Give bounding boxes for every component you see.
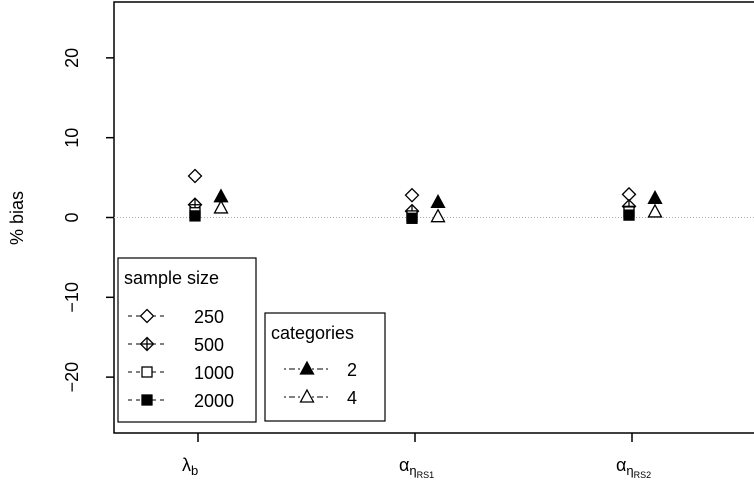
data-point-diamond-open: [187, 168, 203, 184]
y-tick-label: −20: [62, 362, 82, 393]
legend-entry-label: 4: [347, 388, 357, 408]
legend-marker-square-filled: [141, 394, 153, 406]
x-tick-label-sub: η: [626, 463, 633, 478]
data-point-triangle-open: [430, 208, 446, 223]
y-axis: −20 −10 0 10 20: [62, 48, 114, 393]
legend-entry-label: 1000: [194, 363, 234, 383]
y-tick-label: −10: [62, 282, 82, 313]
y-tick-label: 20: [62, 48, 82, 68]
data-point-diamond-open: [621, 186, 637, 202]
x-tick-label: αηRS2: [616, 455, 651, 480]
x-tick-label-main: α: [399, 455, 409, 475]
legend-sample-size: sample size 250 500 1000 2000: [117, 257, 257, 423]
y-tick-label: 10: [62, 128, 82, 148]
data-points: [187, 168, 663, 224]
data-point-diamond-open: [404, 187, 420, 203]
data-point-square-filled: [623, 209, 635, 221]
data-point-triangle-open: [213, 199, 229, 214]
legend-marker-square-open: [141, 366, 153, 378]
y-axis-title: % bias: [7, 191, 27, 245]
legend-marker-diamond-open: [139, 308, 155, 324]
x-tick-label: αηRS1: [399, 455, 434, 480]
legend-categories: categories 2 4: [264, 312, 386, 422]
data-point-triangle-filled: [430, 193, 446, 208]
legend-marker-diamond-plus: [139, 336, 155, 352]
legend-entry-label: 2000: [194, 391, 234, 411]
x-tick-label-sub: η: [409, 463, 416, 478]
data-point-square-filled: [406, 212, 418, 224]
legend-box: [117, 257, 257, 423]
legend-entry-label: 2: [347, 360, 357, 380]
x-tick-label-main: λ: [182, 455, 191, 475]
legend-marker-triangle-open: [299, 388, 315, 403]
x-axis: λb αηRS1 αηRS2: [182, 433, 651, 480]
legend-title: sample size: [124, 268, 219, 288]
legend-marker-triangle-filled: [299, 360, 315, 375]
data-point-square-filled: [189, 210, 201, 222]
data-point-triangle-filled: [647, 189, 663, 204]
legend-title: categories: [271, 323, 354, 343]
x-tick-label-subsub: RS1: [417, 470, 435, 480]
x-tick-label-subsub: RS2: [634, 470, 652, 480]
legend-entry-label: 250: [194, 307, 224, 327]
data-point-triangle-open: [647, 203, 663, 218]
x-tick-label-main: α: [616, 455, 626, 475]
x-tick-label-sub: b: [191, 463, 198, 478]
legend-box: [264, 312, 386, 422]
y-tick-label: 0: [62, 212, 82, 222]
legend-entry-label: 500: [194, 335, 224, 355]
x-tick-label: λb: [182, 455, 198, 478]
